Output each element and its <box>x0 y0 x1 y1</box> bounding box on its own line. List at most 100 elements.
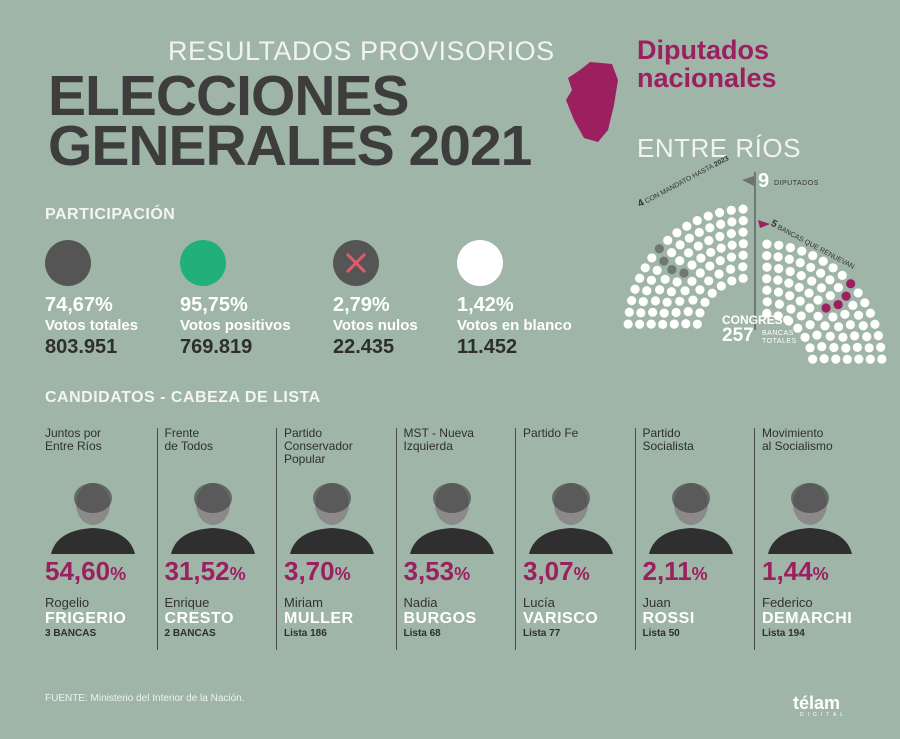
candidate-photo <box>525 472 617 554</box>
candidate-pct: 3,70% <box>284 556 402 587</box>
seat <box>704 236 714 246</box>
seat <box>738 227 748 237</box>
seat <box>692 216 702 226</box>
seat <box>630 284 640 294</box>
seat <box>816 268 826 278</box>
candidate-card: Frente de Todos 31,52% Enrique CRESTO 2 … <box>165 427 283 652</box>
seat <box>694 227 704 238</box>
participation-label: Votos totales <box>45 317 139 334</box>
deputies-label: DIPUTADOS <box>774 180 819 187</box>
circle-icon <box>180 240 226 286</box>
party-name: Frente de Todos <box>164 426 214 453</box>
candidate-card: Partido Socialista 2,11% Juan ROSSI List… <box>643 427 761 652</box>
column-divider <box>515 428 516 650</box>
participation-pct: 1,42% <box>457 294 514 316</box>
seat <box>642 286 652 296</box>
pct-sign: % <box>812 564 829 584</box>
seat <box>853 288 863 298</box>
seat <box>647 253 657 263</box>
seat <box>841 291 851 301</box>
seat <box>819 354 829 364</box>
seat <box>796 311 806 321</box>
seat <box>837 270 847 280</box>
seat <box>646 275 657 285</box>
source-note: FUENTE: Ministerio del Interior de la Na… <box>45 693 245 704</box>
flag-magenta-icon <box>758 220 770 228</box>
seat <box>858 321 868 331</box>
party-name: Partido Socialista <box>642 426 694 453</box>
seat <box>675 240 685 250</box>
seat <box>773 287 784 297</box>
candidate-pct: 1,44% <box>762 556 880 587</box>
seat <box>679 268 689 278</box>
seat <box>786 304 796 314</box>
participation-pct: 2,79% <box>333 294 390 316</box>
pct-sign: % <box>229 564 246 584</box>
seat <box>646 319 656 329</box>
seat <box>825 275 835 285</box>
seat <box>808 251 818 261</box>
congress-total: 257 <box>722 325 754 346</box>
seat <box>705 223 715 233</box>
seat <box>627 295 637 306</box>
candidate-photo <box>764 472 856 554</box>
candidate-last-name: FRIGERIO <box>45 610 127 627</box>
candidate-pct-value: 3,53 <box>403 556 455 586</box>
participation-votes: 22.435 <box>333 336 395 358</box>
participation-item: 74,67% Votos totales 803.951 <box>45 240 185 359</box>
candidate-first-name: Enrique <box>164 595 210 610</box>
seat <box>695 268 705 278</box>
seat <box>865 308 875 318</box>
candidate-photo <box>47 472 139 554</box>
congress-sub1: BANCAS <box>762 330 794 337</box>
seat <box>784 254 794 264</box>
seat <box>738 250 748 260</box>
seat <box>873 330 883 341</box>
seat <box>829 342 839 353</box>
seat <box>714 208 725 218</box>
seat <box>671 307 681 318</box>
candidate-card: Partido Fe 3,07% Lucía VARISCO Lista 77 <box>523 427 641 652</box>
candidate-photo <box>167 472 259 554</box>
seat <box>820 321 830 331</box>
seat <box>825 291 835 301</box>
telam-logo: télam <box>793 693 841 713</box>
candidate-extra: Lista 68 <box>403 628 441 639</box>
seat <box>738 273 748 283</box>
seat <box>636 308 646 318</box>
seat <box>805 303 815 313</box>
candidate-pct-value: 54,60 <box>45 556 111 586</box>
candidate-pct-value: 31,52 <box>164 556 230 586</box>
province-name: ENTRE RÍOS <box>637 133 801 163</box>
seat <box>714 269 724 279</box>
seat <box>727 240 737 250</box>
seat <box>795 258 805 268</box>
seat <box>726 229 736 239</box>
seat <box>785 266 795 277</box>
seat <box>773 311 783 321</box>
seat <box>695 285 705 295</box>
candidate-pct: 3,07% <box>523 556 641 587</box>
participation-votes: 803.951 <box>45 336 118 358</box>
seat <box>725 264 736 274</box>
seat <box>727 217 737 227</box>
participation-item: 1,42% Votos en blanco 11.452 <box>457 240 597 359</box>
candidate-extra: Lista 77 <box>523 628 561 639</box>
party-name: Partido Conservador Popular <box>284 426 353 466</box>
circle-icon <box>457 240 503 286</box>
seat <box>785 243 796 253</box>
subtitle: RESULTADOS PROVISORIOS <box>168 36 555 66</box>
party-name: Partido Fe <box>523 426 579 440</box>
candidate-pct-value: 1,44 <box>762 556 813 586</box>
pct-sign: % <box>110 564 127 584</box>
x-mark-icon <box>333 240 379 286</box>
candidate-pct: 3,53% <box>404 556 522 587</box>
seat <box>848 300 858 310</box>
candidate-first-name: Juan <box>642 595 671 610</box>
seat <box>860 298 870 308</box>
seat <box>707 288 717 298</box>
column-divider <box>634 428 636 650</box>
seat <box>842 354 852 364</box>
participation-title: PARTICIPACIÓN <box>45 206 176 223</box>
candidate-pct-value: 3,70 <box>284 556 335 586</box>
